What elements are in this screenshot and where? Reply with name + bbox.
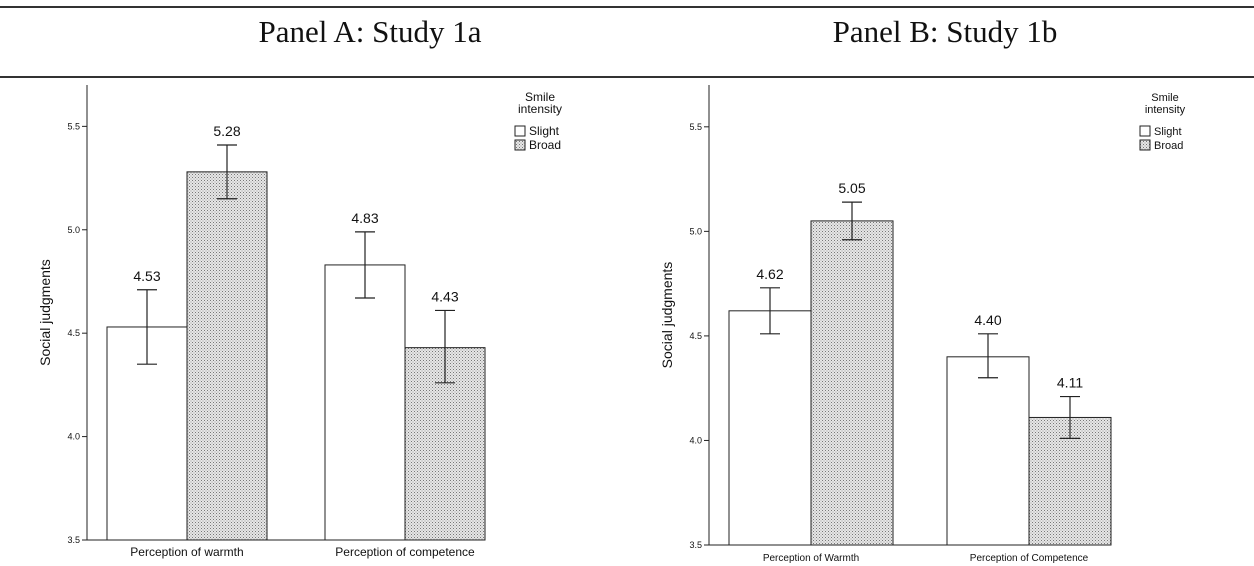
- panel-b-title: Panel B: Study 1b: [832, 14, 1058, 49]
- panel-b-legend-label: Broad: [1154, 140, 1183, 152]
- panel-b-y-tick-label: 5.5: [689, 122, 702, 132]
- panel-b-data-label: 4.40: [974, 312, 1001, 328]
- panel-b-data-label: 5.05: [838, 180, 865, 196]
- panel-a-y-tick-label: 3.5: [67, 535, 80, 545]
- panel-b-category-label: Perception of Warmth: [763, 553, 859, 564]
- panel-a-y-tick-label: 4.5: [67, 328, 80, 338]
- panel-b-bar-slight: [946, 356, 1030, 546]
- panel-a-legend-label: Slight: [529, 124, 560, 138]
- panel-a-y-tick-label: 5.5: [67, 121, 80, 131]
- panel-a-y-axis-label: Social judgments: [37, 259, 53, 366]
- panel-a-data-label: 4.53: [133, 268, 160, 284]
- panel-b-y-tick-label: 5.0: [689, 226, 702, 236]
- panel-b-bar-broad: [810, 220, 894, 546]
- top-rule: [0, 6, 1254, 8]
- panel-a-legend-swatch-slight: [514, 125, 526, 137]
- panel-a-legend-label: Broad: [529, 138, 561, 152]
- title-rule: [0, 76, 1254, 78]
- panel-a-legend-title: intensity: [518, 102, 562, 116]
- panel-a-data-label: 5.28: [213, 123, 240, 139]
- panel-b-legend-title: intensity: [1145, 104, 1186, 116]
- panel-a-bar-broad: [186, 171, 268, 541]
- panel-b-data-label: 4.11: [1057, 375, 1083, 391]
- panel-a-data-label: 4.83: [351, 210, 378, 226]
- panel-b-y-tick-label: 4.5: [689, 331, 702, 341]
- panel-a-title: Panel A: Study 1a: [258, 14, 482, 49]
- panel-b-category-label: Perception of Competence: [970, 553, 1089, 564]
- panel-b-data-label: 4.62: [756, 266, 783, 282]
- panel-a-legend-title: Smile: [525, 90, 555, 104]
- panel-a-category-label: Perception of warmth: [130, 545, 243, 559]
- panel-b-legend-swatch-broad: [1139, 139, 1151, 151]
- panel-a-data-label: 4.43: [431, 288, 458, 304]
- panel-a-legend-swatch-broad: [514, 139, 526, 151]
- panel-b-y-tick-label: 3.5: [689, 540, 702, 550]
- panel-a-y-tick-label: 4.0: [67, 432, 80, 442]
- panel-b-bar-slight: [728, 310, 812, 546]
- panel-a-bar-slight: [324, 264, 406, 541]
- panel-b-legend-swatch-slight: [1139, 125, 1151, 137]
- panel-b-legend-label: Slight: [1154, 126, 1182, 138]
- panel-b-legend-title: Smile: [1151, 92, 1179, 104]
- panel-a-y-tick-label: 5.0: [67, 225, 80, 235]
- panel-b-y-axis-label: Social judgments: [659, 262, 675, 369]
- panel-b-y-tick-label: 4.0: [689, 435, 702, 445]
- panel-a-category-label: Perception of competence: [335, 545, 475, 559]
